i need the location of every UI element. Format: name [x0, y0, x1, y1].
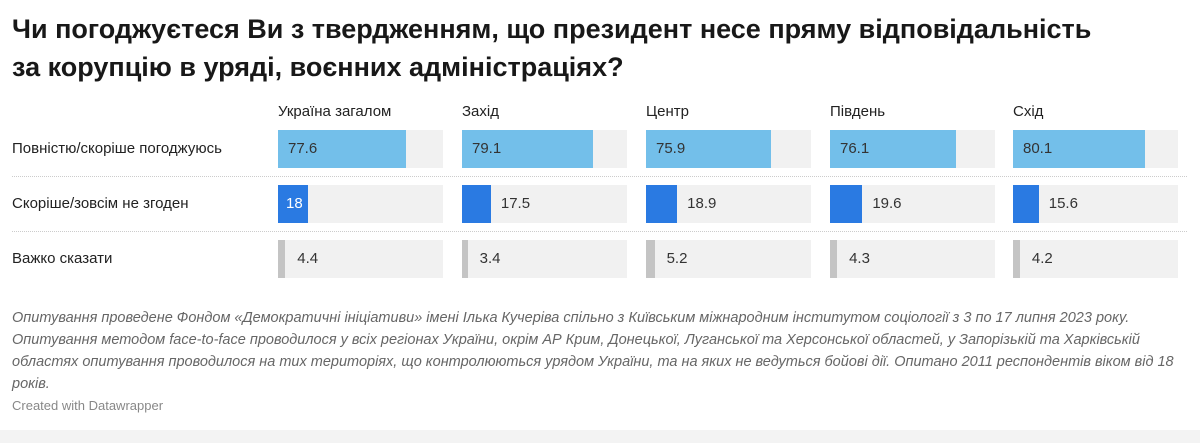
bar [1013, 185, 1039, 223]
bar [462, 240, 468, 278]
data-label: 79.1 [472, 140, 502, 157]
data-label: 15.6 [1048, 195, 1078, 212]
data-label: 77.6 [288, 140, 318, 157]
bar [830, 130, 956, 168]
bar-track: 15.6 [1013, 185, 1178, 223]
bar [462, 130, 593, 168]
column-header: Захід [462, 103, 499, 120]
chart-title: Чи погоджуєтеся Ви з твердженням, що пре… [12, 14, 1092, 82]
bar [646, 240, 655, 278]
bar [278, 130, 407, 168]
bar [278, 185, 308, 223]
footer-strip [0, 430, 1200, 443]
data-label: 5.2 [666, 250, 688, 267]
row-label: Скоріше/зовсім не згоден [12, 195, 189, 212]
column-header: Україна загалом [278, 103, 392, 120]
bar-track: 4.2 [1013, 240, 1178, 278]
data-label: 4.2 [1031, 250, 1053, 267]
bar-track: 5.2 [646, 240, 811, 278]
bar-track: 75.9 [646, 130, 811, 168]
credit-link[interactable]: Created with Datawrapper [12, 398, 164, 413]
column-header: Центр [646, 103, 689, 120]
data-label: 75.9 [656, 140, 686, 157]
footnote: Опитування проведене Фондом «Демократичн… [12, 310, 1174, 392]
bar [646, 130, 772, 168]
data-label: 18 [286, 195, 303, 212]
row-label: Повністю/скоріше погоджуюсь [12, 140, 222, 157]
bar-track: 80.1 [1013, 130, 1178, 168]
bar-track: 4.4 [278, 240, 443, 278]
data-label: 18.9 [687, 195, 717, 212]
row-separator [12, 231, 1187, 232]
data-label: 17.5 [500, 195, 531, 212]
bar [1013, 240, 1020, 278]
data-label: 4.3 [849, 250, 870, 267]
bar [830, 185, 863, 223]
data-label: 4.4 [297, 250, 319, 267]
data-label: 3.4 [479, 250, 501, 267]
bar [278, 240, 286, 278]
bar-track: 76.1 [830, 130, 995, 168]
bar [1013, 130, 1146, 168]
column-header: Схід [1013, 103, 1044, 120]
data-label: 19.6 [872, 195, 902, 212]
bar-track: 3.4 [462, 240, 627, 278]
row-separator [12, 176, 1187, 177]
bar-track: 18.9 [646, 185, 811, 223]
bar-track: 18 [278, 185, 443, 223]
data-label: 80.1 [1023, 140, 1053, 157]
bar-track: 17.5 [462, 185, 627, 223]
bar-track: 19.6 [830, 185, 995, 223]
data-label: 76.1 [840, 140, 870, 157]
bar [646, 185, 678, 223]
bar [462, 185, 491, 223]
bar-track: 79.1 [462, 130, 627, 168]
bar-track: 77.6 [278, 130, 443, 168]
column-header: Південь [830, 103, 886, 120]
row-label: Важко сказати [12, 250, 113, 267]
bar-track: 4.3 [830, 240, 995, 278]
bar [830, 240, 838, 278]
